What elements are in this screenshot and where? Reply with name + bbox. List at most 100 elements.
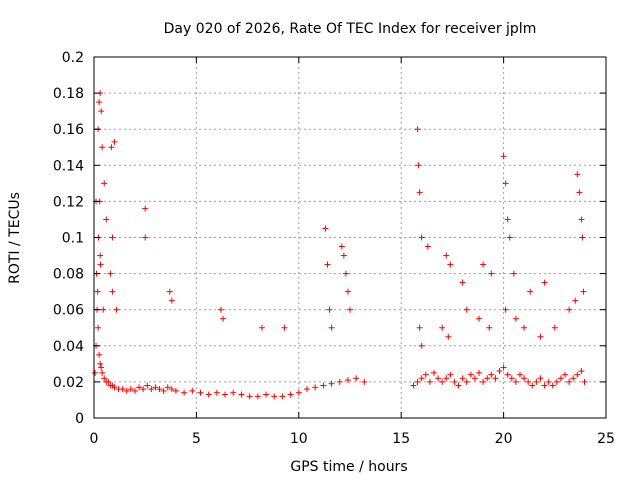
data-point [258, 324, 265, 331]
data-point [108, 144, 115, 151]
data-point [459, 279, 466, 286]
data-point [340, 252, 347, 259]
data-point [570, 375, 577, 382]
data-point [98, 108, 105, 115]
data-point [484, 375, 491, 382]
data-point [324, 261, 331, 268]
data-point [410, 382, 417, 389]
data-point [142, 234, 149, 241]
x-tick-label: 20 [495, 431, 513, 447]
y-tick-label: 0.1 [62, 231, 84, 247]
data-point [488, 371, 495, 378]
data-point [312, 384, 319, 391]
data-point [516, 371, 523, 378]
data-point [500, 153, 507, 160]
data-point [580, 288, 587, 295]
y-tick-label: 0.06 [53, 303, 84, 319]
data-point [109, 288, 116, 295]
data-point [545, 378, 552, 385]
data-point [347, 306, 353, 313]
data-point [537, 375, 544, 382]
data-point [426, 378, 433, 385]
data-point [105, 378, 112, 385]
x-tick-label: 5 [192, 431, 201, 447]
x-tick-label: 25 [597, 431, 615, 447]
data-point [279, 393, 286, 400]
data-point [463, 306, 470, 313]
data-point [525, 378, 532, 385]
data-point [541, 382, 548, 389]
data-point [205, 391, 212, 398]
data-point [502, 180, 509, 187]
data-point [342, 270, 349, 277]
data-point [500, 364, 507, 371]
data-point [447, 371, 454, 378]
data-point [471, 375, 478, 382]
data-point [504, 216, 511, 223]
data-point [455, 382, 462, 389]
data-point [476, 369, 483, 376]
data-point [322, 225, 329, 232]
y-tick-label: 0.14 [53, 158, 84, 174]
data-point [95, 324, 102, 331]
data-point [107, 270, 114, 277]
data-point [111, 384, 118, 391]
data-point [123, 387, 130, 394]
data-point [181, 389, 188, 396]
data-point [502, 306, 509, 313]
data-point [113, 306, 120, 313]
data-point [553, 378, 560, 385]
data-point [414, 126, 421, 133]
data-point [416, 324, 423, 331]
data-point [111, 138, 118, 145]
data-point [533, 378, 540, 385]
data-point [172, 387, 179, 394]
data-point [512, 315, 519, 322]
data-point [336, 378, 343, 385]
y-axis-label: ROTI / TECUs [7, 192, 23, 284]
data-point [480, 378, 487, 385]
data-point [504, 371, 511, 378]
data-point [101, 375, 108, 382]
data-point [109, 234, 116, 241]
data-point [557, 375, 564, 382]
data-point [529, 382, 536, 389]
data-point [527, 288, 534, 295]
data-point [537, 333, 544, 340]
data-point [463, 378, 470, 385]
data-point [445, 333, 452, 340]
data-point [467, 371, 474, 378]
data-point [512, 378, 519, 385]
data-points [92, 90, 588, 400]
data-point [496, 368, 503, 375]
data-point [230, 389, 237, 396]
data-point [566, 378, 573, 385]
data-point [447, 261, 454, 268]
data-point [217, 306, 224, 313]
data-point [328, 380, 335, 387]
data-point [578, 368, 585, 375]
y-tick-label: 0 [75, 411, 84, 427]
data-point [422, 371, 429, 378]
data-point [156, 386, 163, 393]
data-point [488, 270, 495, 277]
data-point [521, 324, 528, 331]
data-point [99, 144, 106, 151]
data-point [164, 384, 171, 391]
data-point [549, 382, 556, 389]
data-point [418, 234, 425, 241]
data-point [581, 378, 588, 385]
x-tick-label: 0 [90, 431, 99, 447]
data-point [424, 243, 431, 250]
data-point [96, 99, 103, 106]
data-point [459, 375, 466, 382]
data-point [541, 279, 548, 286]
data-point [574, 171, 581, 178]
data-point [99, 369, 106, 376]
data-point [430, 369, 437, 376]
data-point [578, 216, 585, 223]
data-point [168, 297, 175, 304]
data-point [287, 391, 294, 398]
data-point [98, 364, 105, 371]
